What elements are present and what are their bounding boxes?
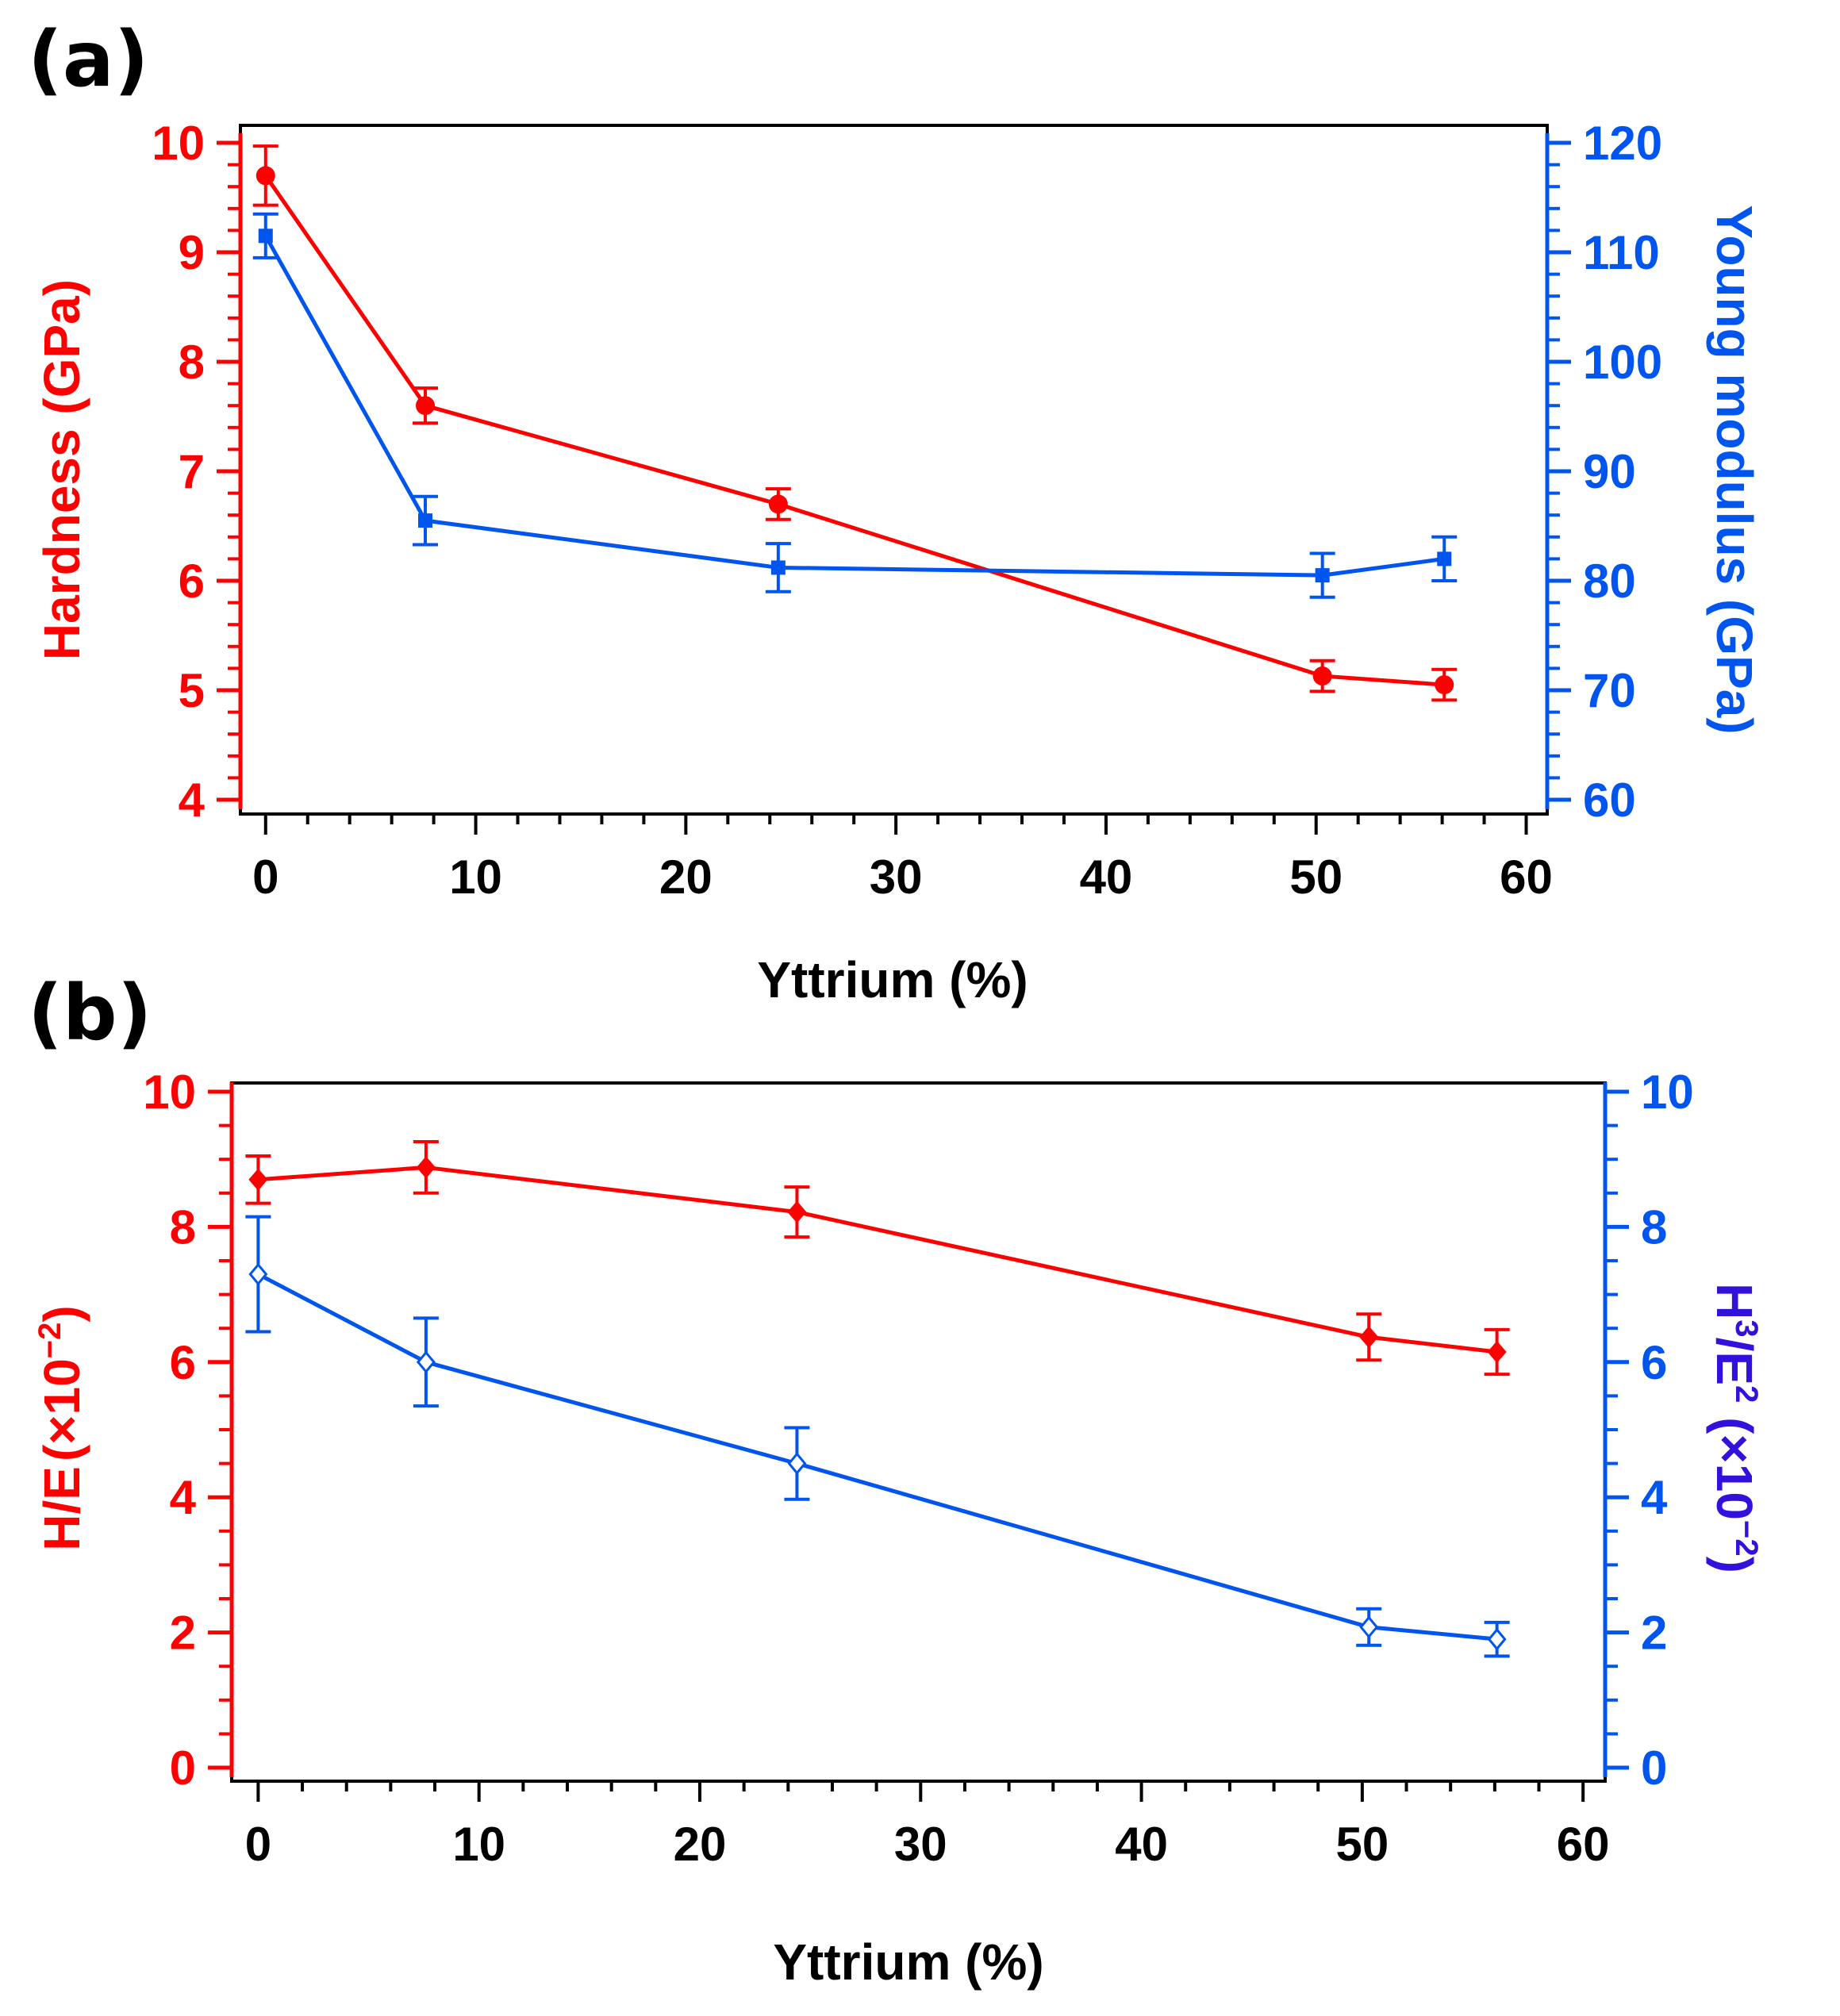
panel-b-y-right-tick-label: 4 [1641,1471,1668,1524]
panel-b-y-left-tick-label: 8 [170,1200,196,1254]
panel-a-series-young-modulus-point [770,560,786,575]
panel-a-series-hardness-point [768,494,788,514]
panel-b-y-right-tick-label: 0 [1641,1741,1667,1795]
panel-a-series-young-modulus [252,212,1458,599]
panel-a-y-left-tick-label: 10 [152,117,205,170]
panel-a-y-left-tick-label: 4 [179,774,206,827]
panel-a-series-hardness-point [1435,675,1454,695]
panel-a-y-right-tick-label: 70 [1583,664,1636,717]
panel-a-x-axis-title: Yttrium (%) [757,951,1028,1008]
panel-b-y-left-title-suffix: (×10 [33,1358,90,1461]
panel-a-axes: 0 10 20 30 40 50 60 4 5 6 7 8 9 10 60 70 80 90 100 110 120 [152,117,1662,904]
panel-b-series-h3-e2-point [416,1350,436,1374]
panel-a-series-hardness-point [255,166,275,186]
panel-b-series-h3-e2-point [787,1452,807,1475]
panel-b-y-right-title-e-exp: 2 [1729,1385,1764,1403]
panel-b-x-tick-label: 20 [674,1818,727,1871]
panel-a-y-right-tick-label: 80 [1583,555,1636,608]
panel-a-x-tick-label: 40 [1080,851,1133,904]
panel-b-y-right-tick-label: 8 [1641,1200,1667,1254]
panel-b-y-left-tick-label: 10 [143,1066,196,1119]
panel-a-series-hardness [252,144,1458,702]
panel-a-x-tick-label: 60 [1500,851,1553,904]
panel-b-y-left-title-close: ) [33,1305,90,1322]
panel-b-x-tick-label: 60 [1557,1818,1610,1871]
panel-b-x-tick-label: 0 [245,1818,271,1871]
panel-b-y-left-tick-label: 0 [170,1741,196,1795]
panel-b-y-right-title-e: /E [1706,1338,1763,1385]
panel-b-y-left-tick-label: 6 [170,1336,196,1389]
panel-a-plot [252,144,1458,702]
panel-a-x-tick-label: 10 [449,851,502,904]
panel-b-y-left-title-exp: −2 [33,1323,67,1359]
panel-b-series-h-e-point [1487,1341,1507,1364]
panel-b-y-left-tick-label: 4 [170,1471,197,1524]
panel-b-series-h-e-point [248,1168,268,1191]
panel-b-series-h3-e2-point [248,1262,268,1286]
panel-b-y-right-tick-label: 10 [1641,1066,1694,1119]
panel-a-series-young-modulus-point [418,513,433,528]
panel-a-y-left-tick-label: 8 [179,336,205,389]
panel-a-x-tick-label: 50 [1289,851,1343,904]
panel-b-axes: 0 10 20 30 40 50 60 0 2 4 6 8 10 0 2 4 6 8 10 [143,1066,1694,1871]
panel-a-y-right-title: Young modulus (GPa) [1706,205,1763,734]
panel-b-label: (b) [28,969,152,1058]
panel-a-y-left-tick-label: 5 [179,664,205,717]
panel-b-y-right-title-suffix: (×10 [1706,1403,1763,1520]
panel-b-y-right-tick-label: 2 [1641,1607,1667,1660]
panel-b-series-h3-e2 [245,1215,1510,1658]
panel-a-y-left-tick-label: 7 [179,445,205,498]
panel-b-y-right-title-close: ) [1706,1557,1763,1573]
panel-b-x-tick-label: 30 [894,1818,947,1871]
panel-b-x-tick-label: 10 [452,1818,505,1871]
panel-b-series-h-e-point [1359,1326,1379,1349]
panel-b-x-axis-title: Yttrium (%) [773,1933,1043,1991]
panel-a-y-left-tick-label: 6 [179,555,205,608]
panel-a-x-tick-label: 20 [659,851,713,904]
panel-b-y-right-title-exp: −2 [1729,1520,1764,1557]
panel-a-y-right-tick-label: 60 [1583,774,1636,827]
panel-b-x-tick-label: 50 [1335,1818,1389,1871]
panel-b: (b) 0 10 20 30 40 50 60 0 2 4 6 8 10 0 2 4 6 8 10 Yttrium … [28,969,1764,1991]
panel-b-series-h-e-point [787,1200,807,1223]
panel-a-series-young-modulus-point [1315,568,1330,583]
panel-b-y-right-tick-label: 6 [1641,1336,1667,1389]
panel-a-series-young-modulus-point [258,228,273,244]
panel-a-series-young-modulus-point [1437,551,1452,566]
panel-a-y-right-tick-label: 120 [1583,117,1662,170]
panel-a-y-right-tick-label: 100 [1583,336,1662,389]
panel-b-series-h3-e2-point [1359,1615,1379,1639]
panel-a-y-left-title: Hardness (GPa) [33,279,90,660]
panel-b-series-h-e [245,1140,1510,1377]
panel-b-y-right-title-h: H [1706,1283,1763,1319]
panel-b-y-right-title: H3/E2 (×10−2) [1706,1283,1764,1573]
panel-a-series-hardness-point [1312,666,1332,686]
panel-b-y-right-title-h-exp: 3 [1729,1319,1764,1337]
panel-a-y-right-tick-label: 110 [1583,226,1660,279]
panel-b-y-left-title: H/E(×10−2) [33,1305,90,1550]
panel-b-series-h-e-point [416,1156,436,1179]
panel-b-plot [245,1140,1510,1658]
panel-a-x-tick-label: 0 [252,851,278,904]
panel-a-series-hardness-point [416,396,436,416]
panel-a-y-right-tick-label: 90 [1583,445,1636,498]
panel-a-y-left-tick-label: 9 [179,226,205,279]
panel-b-x-tick-label: 40 [1115,1818,1168,1871]
panel-a: (a) 0 10 20 30 40 50 60 4 5 6 7 8 9 10 60 70 80 90 100 110 1… [28,15,1763,1008]
panel-a-x-tick-label: 30 [870,851,923,904]
panel-a-label: (a) [28,15,149,104]
panel-b-y-left-tick-label: 2 [170,1607,196,1660]
panel-b-series-h3-e2-point [1487,1627,1507,1651]
panel-b-y-left-title-main: H/E [33,1466,90,1551]
